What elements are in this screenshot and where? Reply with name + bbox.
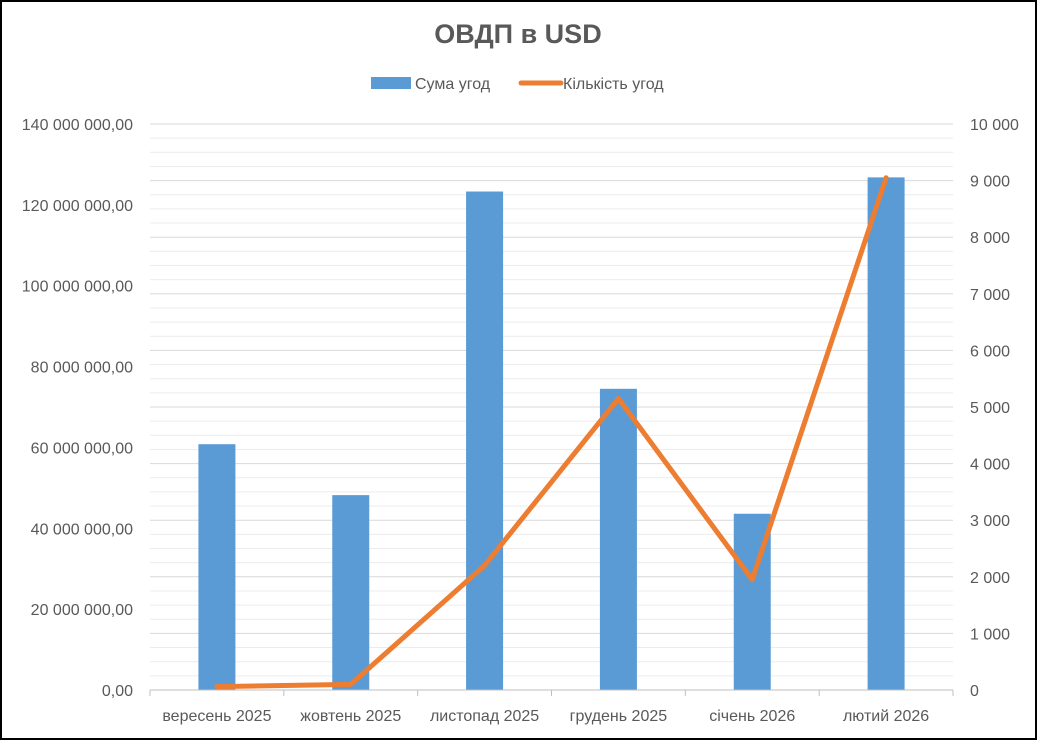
left-tick-label: 120 000 000,00 bbox=[22, 198, 133, 215]
legend-label-bar: Сума угод bbox=[415, 76, 491, 93]
right-tick-label: 10 000 bbox=[970, 117, 1019, 134]
left-tick-label: 0,00 bbox=[102, 683, 133, 700]
legend: Сума угод Кількість угод bbox=[371, 76, 664, 93]
x-axis bbox=[149, 689, 954, 696]
left-axis-ticks: 0,00 20 000 000,00 40 000 000,00 60 000 000… bbox=[22, 117, 133, 700]
bar bbox=[198, 444, 236, 690]
category-label: листопад 2025 bbox=[430, 708, 539, 725]
left-tick-label: 100 000 000,00 bbox=[22, 279, 133, 296]
left-tick-label: 40 000 000,00 bbox=[31, 521, 133, 538]
bar-series bbox=[198, 177, 905, 690]
line-series bbox=[214, 175, 889, 690]
bar bbox=[466, 191, 504, 690]
legend-label-line: Кількість угод bbox=[563, 76, 664, 93]
right-tick-label: 0 bbox=[970, 683, 979, 700]
category-label: лютий 2026 bbox=[843, 708, 929, 725]
left-tick-label: 80 000 000,00 bbox=[31, 360, 133, 377]
bar bbox=[867, 177, 905, 690]
category-label: вересень 2025 bbox=[162, 708, 271, 725]
right-tick-label: 7 000 bbox=[970, 287, 1010, 304]
right-axis-ticks: 0 1 000 2 000 3 000 4 000 5 000 6 000 7 000 8 00… bbox=[970, 117, 1019, 700]
right-tick-label: 8 000 bbox=[970, 230, 1010, 247]
gridlines bbox=[150, 123, 953, 677]
left-tick-label: 20 000 000,00 bbox=[31, 602, 133, 619]
right-tick-label: 5 000 bbox=[970, 400, 1010, 417]
right-tick-label: 3 000 bbox=[970, 513, 1010, 530]
category-label: жовтень 2025 bbox=[300, 708, 401, 725]
left-tick-label: 140 000 000,00 bbox=[22, 117, 133, 134]
right-tick-label: 4 000 bbox=[970, 457, 1010, 474]
right-tick-label: 6 000 bbox=[970, 343, 1010, 360]
bar bbox=[332, 495, 370, 690]
legend-swatch-bar bbox=[371, 77, 411, 89]
category-label: грудень 2025 bbox=[570, 708, 668, 725]
right-tick-label: 2 000 bbox=[970, 570, 1010, 587]
chart-title: ОВДП в USD bbox=[434, 19, 601, 49]
category-labels: вересень 2025 жовтень 2025 листопад 2025 гр… bbox=[162, 708, 929, 725]
series-line bbox=[214, 175, 889, 690]
left-tick-label: 60 000 000,00 bbox=[31, 440, 133, 457]
bar bbox=[599, 388, 637, 690]
category-label: січень 2026 bbox=[709, 708, 795, 725]
right-tick-label: 1 000 bbox=[970, 626, 1010, 643]
right-tick-label: 9 000 bbox=[970, 174, 1010, 191]
